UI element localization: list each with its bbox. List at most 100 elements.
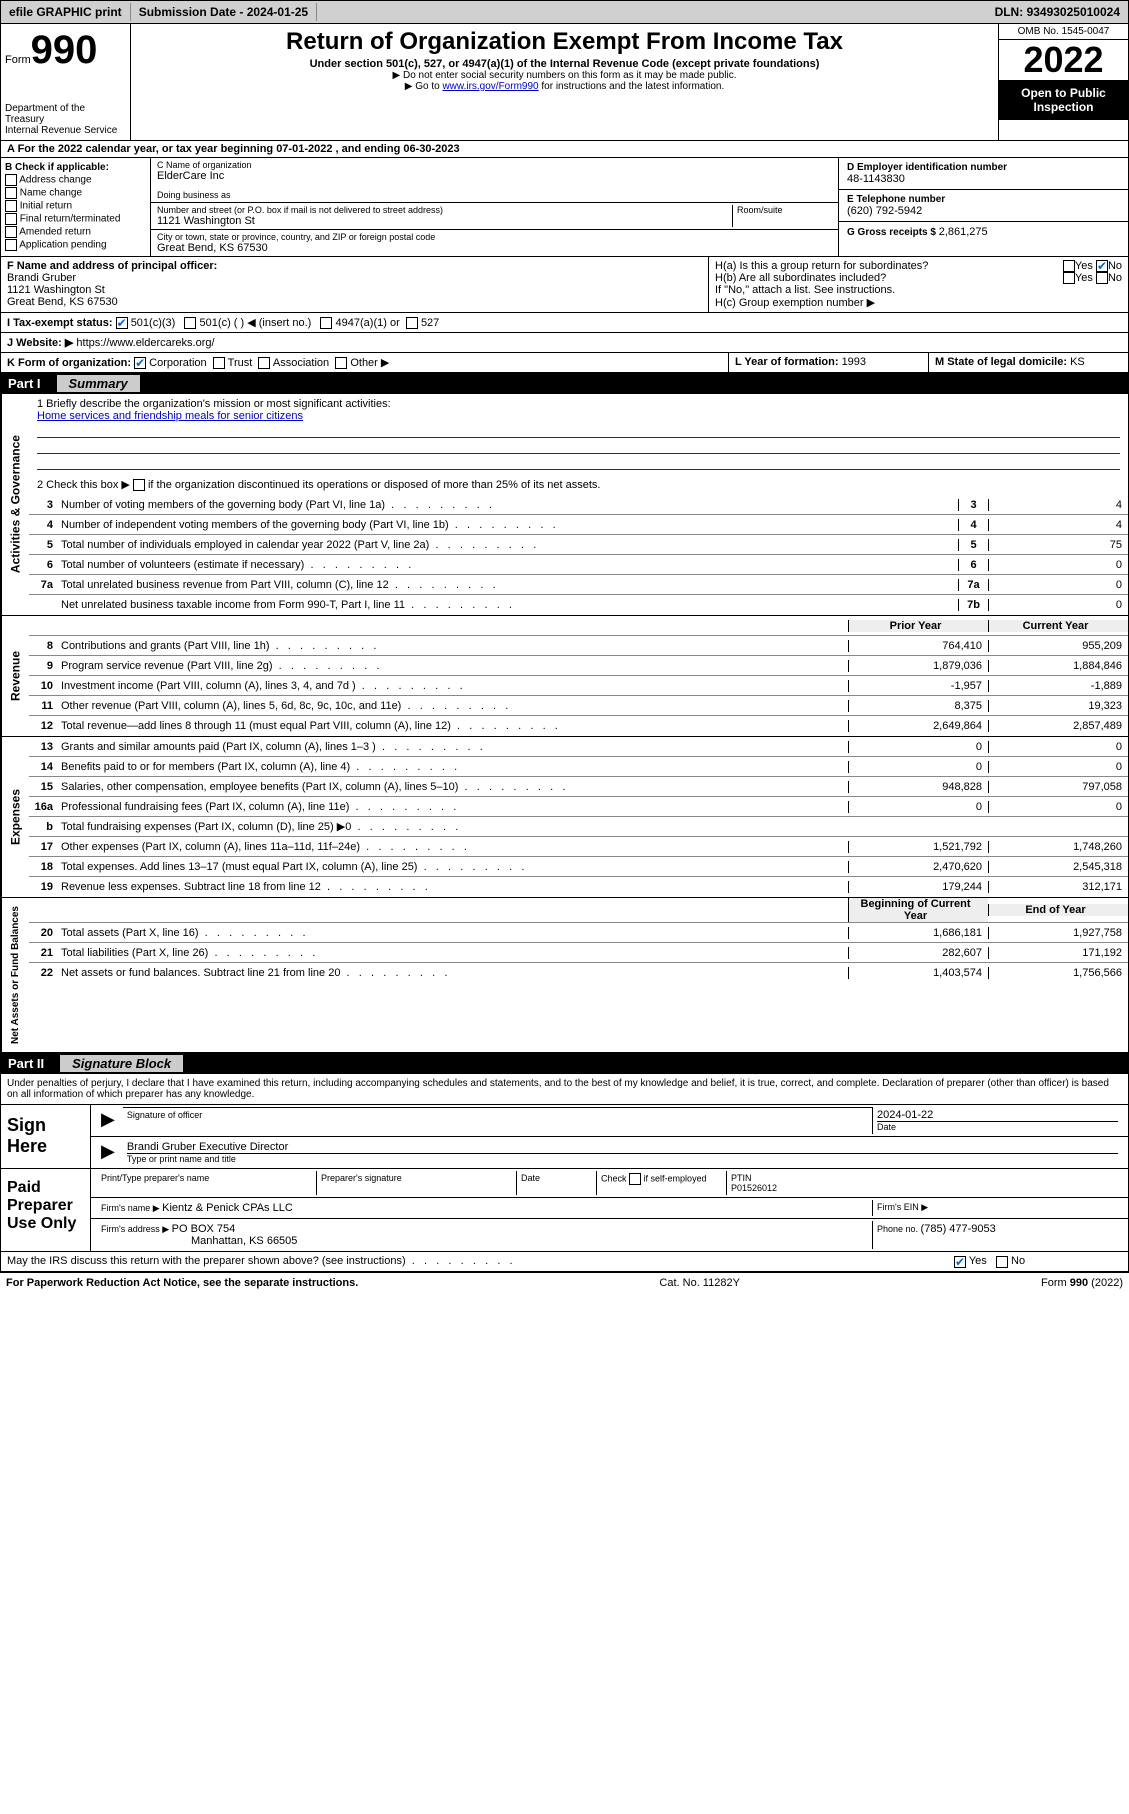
ha-label: H(a) Is this a group return for subordin… — [715, 260, 928, 272]
line-j: J Website: ▶ https://www.eldercareks.org… — [0, 333, 1129, 353]
subtitle-3: ▶ Go to www.irs.gov/Form990 for instruct… — [139, 81, 990, 92]
section-h: H(a) Is this a group return for subordin… — [708, 257, 1128, 312]
gov-line: Net unrelated business taxable income fr… — [29, 595, 1128, 615]
data-line: 11Other revenue (Part VIII, column (A), … — [29, 696, 1128, 716]
header-left: Form 990 Department of the Treasury Inte… — [1, 24, 131, 140]
open-public-badge: Open to Public Inspection — [999, 80, 1128, 120]
cb-association[interactable] — [258, 357, 270, 369]
dept-treasury: Department of the Treasury — [5, 103, 126, 125]
officer-name: Brandi Gruber — [7, 272, 702, 284]
cb-application-pending[interactable]: Application pending — [5, 239, 146, 251]
cb-name-change[interactable]: Name change — [5, 187, 146, 199]
form-number: 990 — [31, 28, 98, 73]
hb-note: If "No," attach a list. See instructions… — [715, 284, 1122, 296]
officer-printed-name: Brandi Gruber Executive Director — [127, 1141, 1118, 1153]
gov-line: 6Total number of volunteers (estimate if… — [29, 555, 1128, 575]
irs-label: Internal Revenue Service — [5, 125, 126, 136]
data-line: 10Investment income (Part VIII, column (… — [29, 676, 1128, 696]
mission-block: 1 Briefly describe the organization's mi… — [29, 394, 1128, 495]
hb-yes-cb[interactable] — [1063, 272, 1075, 284]
g-label: G Gross receipts $ — [847, 227, 939, 238]
d-label: D Employer identification number — [847, 162, 1120, 173]
sign-here-label: Sign Here — [1, 1105, 91, 1168]
prep-sig-label: Preparer's signature — [317, 1171, 517, 1195]
data-line: 16aProfessional fundraising fees (Part I… — [29, 797, 1128, 817]
cb-trust[interactable] — [213, 357, 225, 369]
cb-discuss-no[interactable] — [996, 1256, 1008, 1268]
ein-value: 48-1143830 — [847, 173, 1120, 185]
footer-mid: Cat. No. 11282Y — [659, 1277, 740, 1289]
efile-label: efile GRAPHIC print — [1, 3, 131, 21]
ptin-value: P01526012 — [731, 1183, 1118, 1193]
sign-date: 2024-01-22 — [877, 1109, 1118, 1121]
e-label: E Telephone number — [847, 194, 1120, 205]
firm-phone: (785) 477-9053 — [921, 1223, 996, 1235]
cb-other[interactable] — [335, 357, 347, 369]
irs-link[interactable]: www.irs.gov/Form990 — [442, 81, 538, 92]
data-line: 12Total revenue—add lines 8 through 11 (… — [29, 716, 1128, 736]
data-line: 20Total assets (Part X, line 16)1,686,18… — [29, 923, 1128, 943]
header-right: OMB No. 1545-0047 2022 Open to Public In… — [998, 24, 1128, 140]
discuss-line: May the IRS discuss this return with the… — [0, 1252, 1129, 1271]
cb-initial-return[interactable]: Initial return — [5, 200, 146, 212]
submission-date: Submission Date - 2024-01-25 — [131, 3, 317, 21]
cb-amended-return[interactable]: Amended return — [5, 226, 146, 238]
name-title-label: Type or print name and title — [127, 1153, 1118, 1164]
arrow-icon: ▶ — [97, 1107, 119, 1134]
firm-addr1: PO BOX 754 — [172, 1223, 236, 1235]
gov-line: 7aTotal unrelated business revenue from … — [29, 575, 1128, 595]
mission-blank-line — [37, 456, 1120, 470]
part2-title: Signature Block — [60, 1055, 183, 1072]
hb-label: H(b) Are all subordinates included? — [715, 272, 886, 284]
cb-501c[interactable] — [184, 317, 196, 329]
discuss-text: May the IRS discuss this return with the… — [1, 1252, 948, 1270]
officer-addr1: 1121 Washington St — [7, 284, 702, 296]
cb-discuss-yes[interactable] — [954, 1256, 966, 1268]
subtitle-1: Under section 501(c), 527, or 4947(a)(1)… — [139, 58, 990, 70]
arrow-icon: ▶ — [97, 1139, 119, 1166]
k-label: K Form of organization: — [7, 357, 131, 369]
m-label: M State of legal domicile: — [935, 356, 1070, 368]
data-line: 22Net assets or fund balances. Subtract … — [29, 963, 1128, 983]
cb-self-employed[interactable] — [629, 1173, 641, 1185]
cb-501c3[interactable] — [116, 317, 128, 329]
gov-line: 4Number of independent voting members of… — [29, 515, 1128, 535]
cb-final-return[interactable]: Final return/terminated — [5, 213, 146, 225]
form-title: Return of Organization Exempt From Incom… — [139, 28, 990, 56]
line-a: A For the 2022 calendar year, or tax yea… — [0, 141, 1129, 158]
mission-text[interactable]: Home services and friendship meals for s… — [37, 410, 303, 422]
form-header: Form 990 Department of the Treasury Inte… — [0, 24, 1129, 141]
ptin-label: PTIN — [731, 1173, 1118, 1183]
paid-preparer-block: Paid Preparer Use Only Print/Type prepar… — [0, 1169, 1129, 1252]
officer-addr2: Great Bend, KS 67530 — [7, 296, 702, 308]
top-bar: efile GRAPHIC print Submission Date - 20… — [0, 0, 1129, 24]
city-value: Great Bend, KS 67530 — [157, 242, 832, 254]
data-line: 14Benefits paid to or for members (Part … — [29, 757, 1128, 777]
exp-side-label: Expenses — [1, 737, 29, 897]
netassets-section: Net Assets or Fund Balances Beginning of… — [0, 898, 1129, 1053]
hc-label: H(c) Group exemption number ▶ — [715, 296, 1122, 309]
cb-discontinued[interactable] — [133, 479, 145, 491]
prep-self-employed: Check if self-employed — [597, 1171, 727, 1195]
part1-header: Part I Summary — [0, 373, 1129, 394]
section-d-e-g: D Employer identification number 48-1143… — [838, 158, 1128, 256]
expenses-section: Expenses 13Grants and similar amounts pa… — [0, 737, 1129, 898]
firm-addr2: Manhattan, KS 66505 — [101, 1235, 868, 1247]
header-mid: Return of Organization Exempt From Incom… — [131, 24, 998, 140]
subtitle-2: ▶ Do not enter social security numbers o… — [139, 70, 990, 81]
firm-name: Kientz & Penick CPAs LLC — [162, 1202, 293, 1214]
c-name-label: C Name of organization — [157, 160, 832, 170]
gov-line: 5Total number of individuals employed in… — [29, 535, 1128, 555]
hb-no-cb[interactable] — [1096, 272, 1108, 284]
cb-address-change[interactable]: Address change — [5, 174, 146, 186]
prior-year-hdr: Prior Year — [848, 620, 988, 632]
org-name: ElderCare Inc — [157, 170, 832, 182]
cb-corporation[interactable] — [134, 357, 146, 369]
cb-527[interactable] — [406, 317, 418, 329]
ha-no-cb[interactable] — [1096, 260, 1108, 272]
dba-label: Doing business as — [157, 190, 832, 200]
addr-label: Number and street (or P.O. box if mail i… — [157, 205, 732, 215]
ha-yes-cb[interactable] — [1063, 260, 1075, 272]
cb-4947[interactable] — [320, 317, 332, 329]
data-line: 21Total liabilities (Part X, line 26)282… — [29, 943, 1128, 963]
